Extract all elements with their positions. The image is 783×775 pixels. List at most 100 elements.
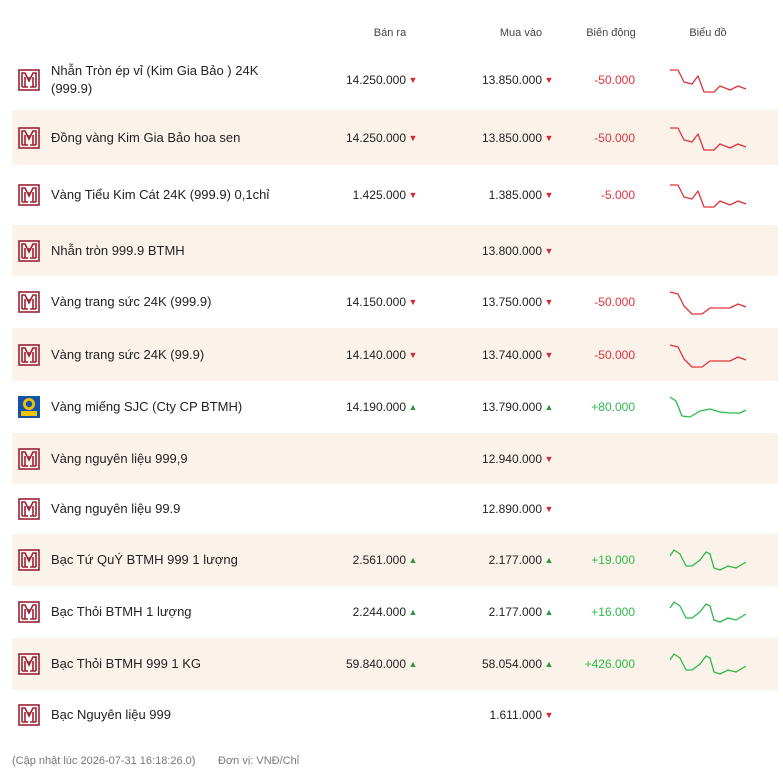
header-sell: Bán ra [373,27,407,39]
price-change: +80.000 [591,400,635,414]
price-row: Nhẫn tròn 999.9 BTMH 13.800.000 ▼ [12,225,778,276]
price-row: Vàng trang sức 24K (99.9) 14.140.000 ▼ 13.7… [12,328,778,381]
price-change: -50.000 [594,295,635,309]
sparkline-path [669,653,747,675]
sparkline [669,549,747,571]
sell-arrow: ▲ [408,555,418,565]
product-name: Vàng nguyên liệu 99.9 [51,501,181,516]
brand-logo [18,69,40,91]
sell-arrow: ▼ [408,132,418,143]
sell-price: 1.425.000 [352,188,406,202]
buy-price: 13.740.000 [481,347,542,362]
buy-arrow: ▼ [544,190,554,200]
sparkline [669,653,747,675]
price-row: Bạc Thỏi BTMH 999 1 KG 59.840.000 ▲ 58.054.… [12,638,778,690]
brand-logo [18,498,40,520]
brand-logo [18,343,40,366]
brand-logo [18,126,40,149]
header-change: Biến động [586,27,636,39]
product-name: Bạc Thỏi BTMH 1 lượng [51,604,192,619]
sell-price: 59.840.000 [345,657,406,671]
sparkline [670,126,747,151]
sparkline-path [669,549,747,571]
product-name: Vàng Tiểu Kim Cát 24K (999.9) 0,1chỉ [51,187,270,202]
sparkline-path [669,343,747,368]
buy-price: 13.790.000 [481,400,542,414]
buy-arrow: ▼ [544,75,554,85]
header-buy: Mua vào [499,27,543,39]
sparkline-path [670,184,747,208]
buy-price: 1.385.000 [488,188,542,202]
price-row: Vàng trang sức 24K (999.9) 14.150.000 ▼ 13.… [12,276,778,328]
price-row: Vàng Tiểu Kim Cát 24K (999.9) 0,1chỉ 1.42… [12,165,778,225]
price-change: -50.000 [594,73,635,87]
sell-arrow: ▲ [408,402,418,412]
product-name: Nhẫn Tròn ép vỉ (Kim Gia Bảo ) 24K (999.… [51,63,259,96]
price-change: -50.000 [594,130,635,145]
brand-logo [18,601,40,623]
buy-arrow: ▲ [544,402,554,412]
product-name: Bạc Nguyên liệu 999 [51,707,171,722]
brand-logo [18,184,40,206]
buy-price: 13.750.000 [481,295,542,309]
price-row: Bạc Thỏi BTMH 1 lượng 2.244.000 ▲ 2.177.000… [12,586,778,638]
sparkline-path [669,291,747,315]
sell-arrow: ▲ [408,659,418,669]
sell-arrow: ▲ [408,607,418,617]
price-row: Bạc Tứ QuÝ BTMH 999 1 lượng 2.561.000 ▲ 2.1… [12,534,778,586]
buy-arrow: ▼ [544,245,554,256]
price-row: Bạc Nguyên liệu 999 1.611.000 ▼ [12,690,778,740]
buy-arrow: ▼ [544,504,554,514]
sell-price: 14.250.000 [345,73,406,87]
price-row: Đồng vàng Kim Gia Bảo hoa sen 14.250.000 ▼… [12,110,778,165]
sell-arrow: ▼ [408,297,418,307]
footer-unit: Đơn vị: VNĐ/Chỉ [218,755,300,767]
buy-arrow: ▲ [544,555,554,565]
product-name: Vàng trang sức 24K (999.9) [51,294,212,309]
buy-price: 12.890.000 [481,502,542,516]
sell-arrow: ▼ [408,190,418,200]
buy-arrow: ▼ [544,349,554,360]
product-name: Bạc Thỏi BTMH 999 1 KG [51,656,202,671]
buy-price: 13.850.000 [481,130,542,145]
brand-logo [18,549,40,571]
sparkline [669,601,747,623]
sparkline [670,69,747,93]
buy-price: 13.800.000 [481,243,542,258]
buy-arrow: ▲ [544,659,554,669]
sparkline-path [670,69,747,93]
sell-price: 2.244.000 [352,605,406,619]
sell-arrow: ▼ [408,349,418,360]
buy-arrow: ▼ [544,453,554,464]
price-change: +19.000 [591,553,635,567]
buy-price: 1.611.000 [489,708,543,722]
header-chart: Biểu đồ [689,27,727,39]
buy-price: 58.054.000 [481,657,542,671]
product-name: Đồng vàng Kim Gia Bảo hoa sen [51,129,241,145]
price-row: Nhẫn Tròn ép vỉ (Kim Gia Bảo ) 24K (999.… [12,50,778,110]
brand-logo [18,291,40,313]
product-name: Vàng miếng SJC (Cty CP BTMH) [51,399,243,414]
sparkline-path [669,396,747,418]
sell-price: 14.150.000 [345,295,406,309]
sparkline [669,291,747,315]
sparkline [669,343,747,368]
sell-price: 14.250.000 [345,130,406,145]
price-row: Vàng nguyên liệu 99.9 12.890.000 ▼ [12,484,778,534]
sell-price: 14.190.000 [345,400,406,414]
price-row: Vàng miếng SJC (Cty CP BTMH) 14.190.000 ▲ 1… [12,381,778,433]
buy-price: 2.177.000 [488,553,542,567]
price-row: Vàng nguyên liệu 999,9 12.940.000 ▼ [12,433,778,484]
buy-arrow: ▼ [544,297,554,307]
sparkline-path [669,601,747,623]
product-name: Vàng nguyên liệu 999,9 [51,450,188,466]
product-name: Nhẫn tròn 999.9 BTMH [51,242,185,258]
sparkline [670,184,747,208]
buy-arrow: ▼ [544,710,554,720]
buy-price: 13.850.000 [481,73,542,87]
product-name: Vàng trang sức 24K (99.9) [51,346,205,362]
brand-logo [18,239,40,262]
brand-logo [18,704,40,726]
product-name: Bạc Tứ QuÝ BTMH 999 1 lượng [51,552,238,567]
buy-arrow: ▼ [544,132,554,143]
